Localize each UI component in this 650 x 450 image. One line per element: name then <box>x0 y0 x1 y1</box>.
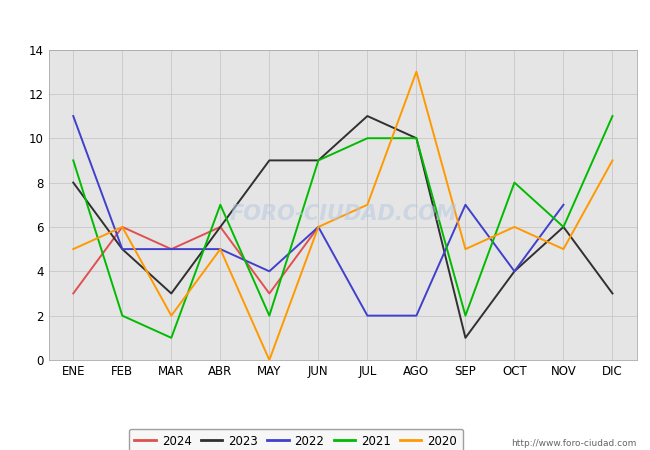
Text: http://www.foro-ciudad.com: http://www.foro-ciudad.com <box>512 439 637 448</box>
Text: FORO-CIUDAD.COM: FORO-CIUDAD.COM <box>229 204 457 224</box>
Legend: 2024, 2023, 2022, 2021, 2020: 2024, 2023, 2022, 2021, 2020 <box>129 429 463 450</box>
Text: Matriculaciones de Vehiculos en Ortigueira: Matriculaciones de Vehiculos en Ortiguei… <box>153 13 497 28</box>
